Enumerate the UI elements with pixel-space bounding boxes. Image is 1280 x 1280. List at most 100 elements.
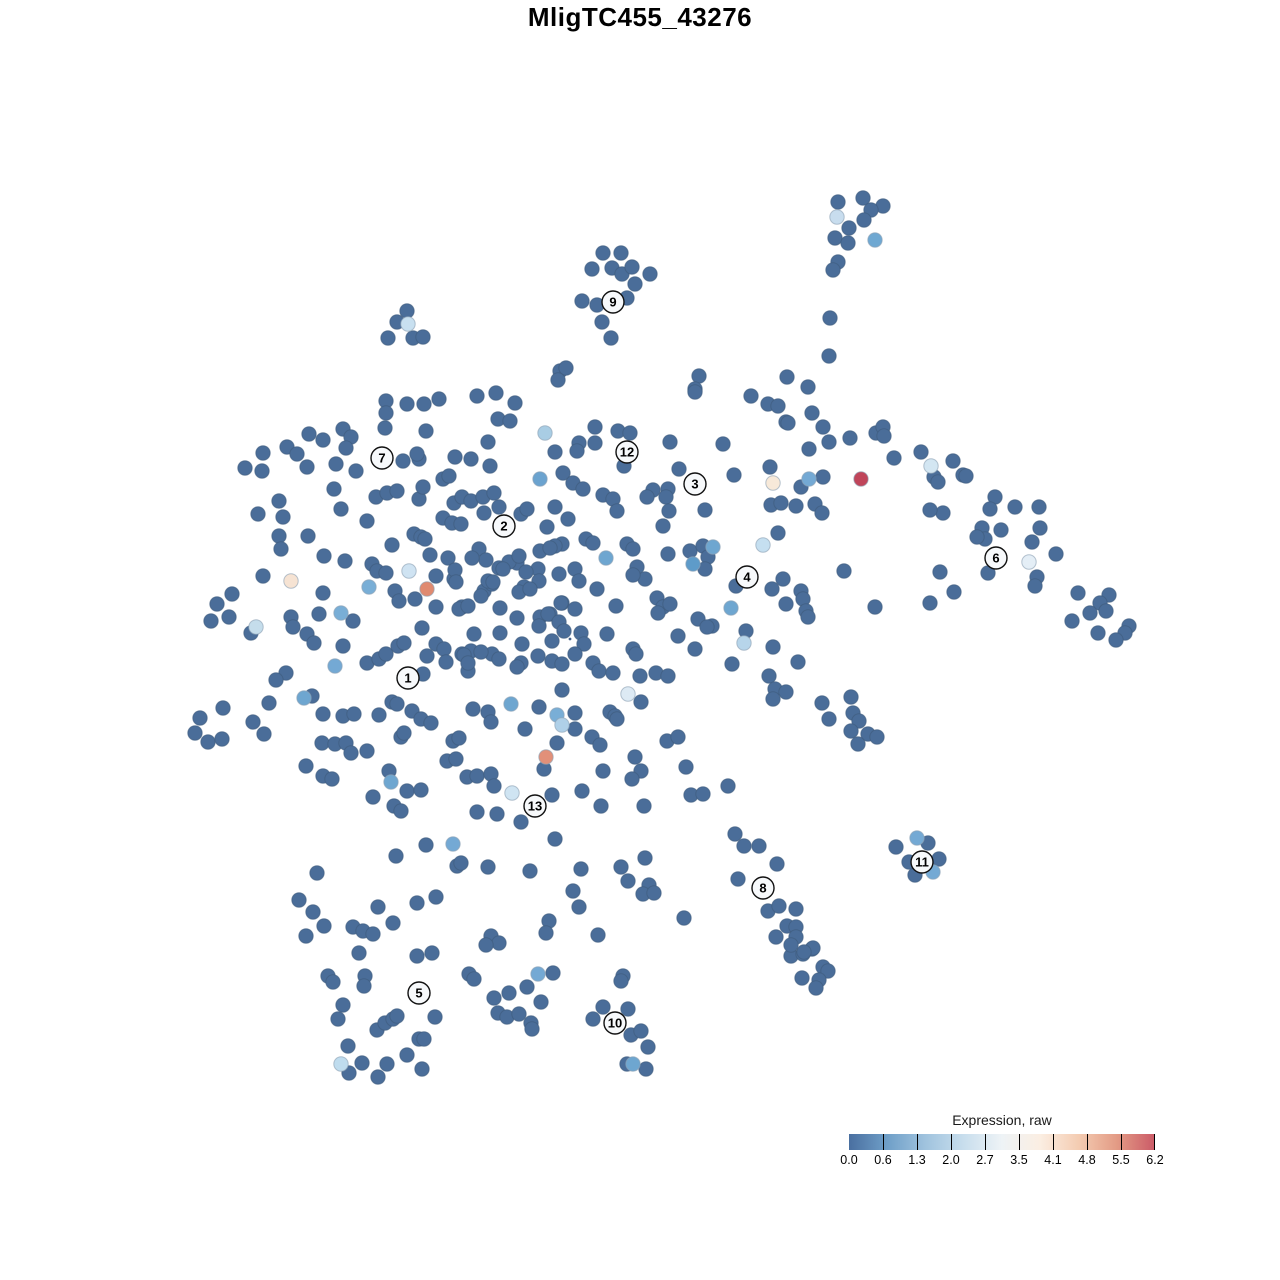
data-point [1024,534,1040,550]
data-point [555,465,571,481]
data-point [639,489,655,505]
data-point [867,599,883,615]
data-point [736,838,752,854]
colorbar-tick [883,1134,884,1150]
data-point [346,706,362,722]
data-point [354,1055,370,1071]
cluster-label-9: 9 [609,295,616,310]
data-point [1031,499,1047,515]
data-point [261,695,277,711]
data-point [409,948,425,964]
data-point-colored [361,579,377,595]
data-point-colored [909,830,925,846]
colorbar-tick-label: 4.8 [1078,1153,1096,1167]
data-point [821,711,837,727]
data-point [770,525,786,541]
data-point-colored [327,658,343,674]
data-point [788,901,804,917]
data-point [469,804,485,820]
data-point [221,609,237,625]
data-point [203,613,219,629]
data-point-colored [445,836,461,852]
data-point [678,759,694,775]
data-point [511,1006,527,1022]
data-point [560,511,576,527]
data-point [423,715,439,731]
data-point [553,595,569,611]
data-point [338,440,354,456]
data-point [773,495,789,511]
data-point [416,1031,432,1047]
data-point [255,445,271,461]
cluster-label-8: 8 [759,881,766,896]
data-point [762,459,778,475]
data-point [636,798,652,814]
data-point [531,699,547,715]
data-point [469,768,485,784]
data-point [815,469,831,485]
data-point [761,668,777,684]
data-point [466,971,482,987]
data-point [275,509,291,525]
data-point [640,1039,656,1055]
data-point-colored [401,563,417,579]
data-point [428,568,444,584]
data-point-colored [1021,554,1037,570]
data-point [285,619,301,635]
data-point [314,735,330,751]
data-point [595,999,611,1015]
data-point [365,926,381,942]
data-point [335,638,351,654]
data-point-colored [283,573,299,589]
cluster-label-circle [601,290,625,314]
data-point [448,751,464,767]
data-point [399,1047,415,1063]
data-point [524,1021,540,1037]
data-point [540,606,556,622]
data-point [814,695,830,711]
data-point [969,529,985,545]
data-point [808,980,824,996]
data-point [765,639,781,655]
data-point [922,595,938,611]
data-point [841,220,857,236]
data-point [255,568,271,584]
data-point [377,420,393,436]
data-point [608,598,624,614]
data-point [337,553,353,569]
colorbar-tick [985,1134,986,1150]
data-point-colored [248,619,264,635]
data-point [1098,603,1114,619]
data-point [796,944,812,960]
colorbar-tick-label: 3.5 [1010,1153,1028,1167]
data-point [662,596,678,612]
data-point [888,839,904,855]
data-point [530,648,546,664]
data-point [309,865,325,881]
data-point [501,985,517,1001]
colorbar-tick-label: 2.7 [976,1153,994,1167]
cluster-label-circle [523,794,547,818]
data-point [590,927,606,943]
data-point [778,684,794,700]
data-point [836,563,852,579]
data-point [855,190,871,206]
data-point [780,415,796,431]
data-point [460,655,476,671]
data-point-colored [705,539,721,555]
data-point [539,519,555,535]
data-point [340,1038,356,1054]
data-point [328,456,344,472]
data-point [727,826,743,842]
data-point [365,789,381,805]
data-point [687,641,703,657]
data-point [486,485,502,501]
colorbar-tick [1154,1134,1155,1150]
data-point [413,782,429,798]
cluster-label-2: 2 [500,519,507,534]
cluster-label-6: 6 [992,551,999,566]
colorbar-tick-label: 0.6 [874,1153,892,1167]
data-point [585,1011,601,1027]
data-point [1090,625,1106,641]
data-point [670,729,686,745]
